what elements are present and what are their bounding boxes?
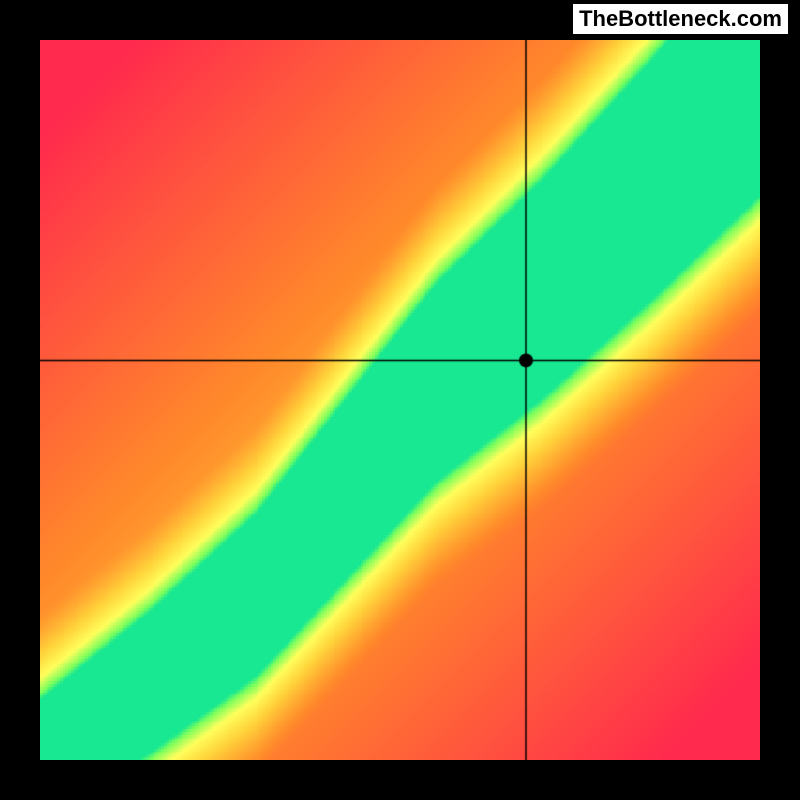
heatmap-canvas — [40, 40, 760, 760]
plot-area — [40, 40, 760, 760]
brand-watermark: TheBottleneck.com — [573, 4, 788, 34]
figure-outer: TheBottleneck.com — [0, 0, 800, 800]
